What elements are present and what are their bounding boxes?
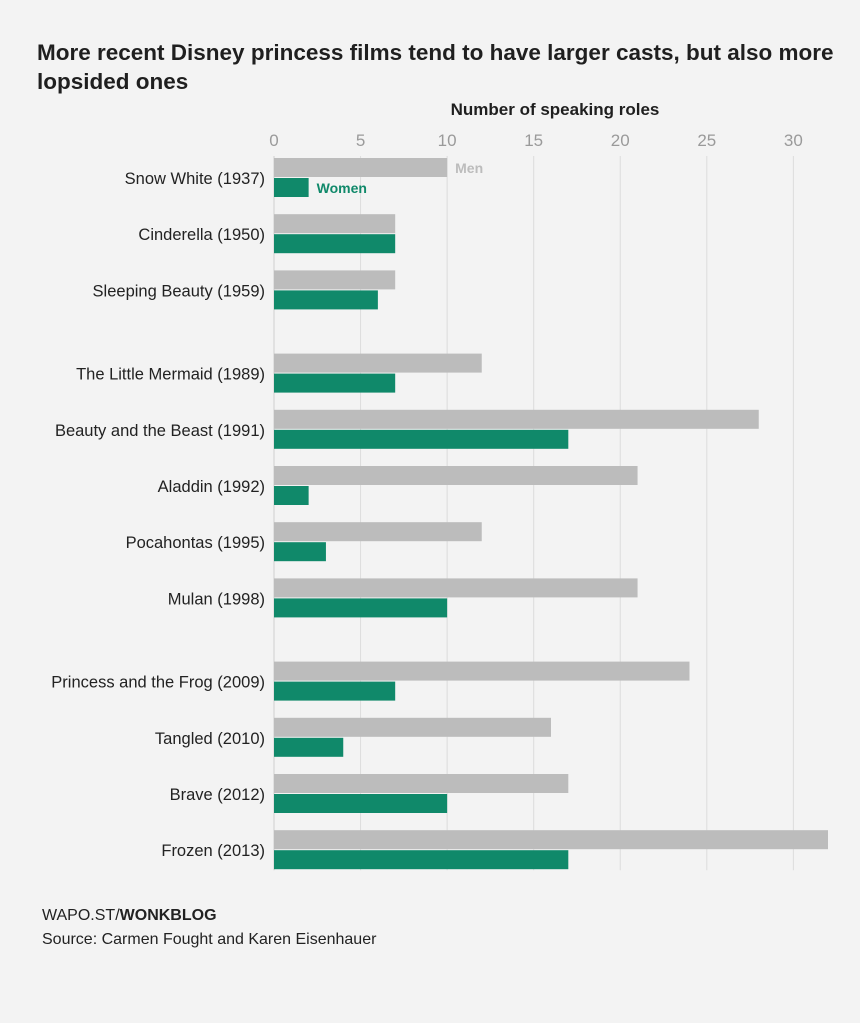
bar-women	[274, 681, 396, 701]
gridlines	[273, 156, 794, 871]
bar-women	[274, 429, 569, 449]
category-label: Frozen (2013)	[161, 842, 265, 860]
bar-women	[274, 850, 569, 870]
series-labels: Men Women	[317, 160, 484, 196]
category-label: Beauty and the Beast (1991)	[55, 422, 265, 440]
x-axis-ticks: 0 5 10 15 20 25 30	[269, 131, 803, 150]
category-label: Sleeping Beauty (1959)	[93, 282, 265, 300]
category-label: Snow White (1937)	[125, 170, 265, 188]
bar-women	[274, 542, 326, 562]
bar-women	[274, 234, 396, 254]
bar-men	[274, 466, 638, 485]
category-label: The Little Mermaid (1989)	[76, 366, 265, 384]
bar-women	[274, 737, 344, 757]
bar-women	[274, 373, 396, 393]
category-labels: Snow White (1937) Cinderella (1950) Sleepi…	[51, 170, 265, 860]
x-tick-label: 15	[524, 131, 543, 150]
footer: WAPO.ST/WONKBLOG Source: Carmen Fought a…	[42, 904, 376, 952]
bar-women	[274, 598, 448, 618]
chart-title: More recent Disney princess films tend t…	[37, 40, 834, 94]
category-label: Cinderella (1950)	[138, 226, 265, 244]
x-tick-label: 25	[697, 131, 716, 150]
category-label: Brave (2012)	[170, 786, 265, 804]
x-tick-label: 20	[611, 131, 630, 150]
bar-men	[274, 353, 482, 373]
bar-men	[274, 578, 638, 598]
series-label-women: Women	[317, 180, 367, 196]
bar-men	[274, 661, 690, 681]
source-note: Source: Carmen Fought and Karen Eisenhau…	[42, 931, 377, 948]
bar-men	[274, 270, 396, 290]
bar-men	[274, 522, 482, 542]
bar-men	[274, 717, 551, 737]
bar-men	[274, 214, 396, 234]
brand-name: WONKBLOG	[119, 907, 217, 924]
x-tick-label: 10	[438, 131, 457, 150]
x-tick-label: 30	[784, 131, 803, 150]
brand-credit[interactable]: WAPO.ST/WONKBLOG	[42, 904, 376, 928]
bar-women	[274, 178, 309, 197]
bar-women	[274, 486, 309, 505]
category-label: Pocahontas (1995)	[126, 534, 265, 552]
category-label: Princess and the Frog (2009)	[51, 674, 265, 692]
bar-women	[274, 290, 378, 310]
bar-men	[274, 409, 759, 429]
bar-men	[274, 774, 569, 793]
bar-men	[274, 830, 828, 850]
brand-prefix: WAPO.ST/	[42, 907, 120, 924]
category-label: Aladdin (1992)	[158, 478, 265, 496]
x-tick-label: 0	[269, 131, 278, 150]
bar-women	[274, 794, 448, 813]
bars	[274, 158, 828, 870]
category-label: Mulan (1998)	[168, 590, 265, 608]
category-label: Tangled (2010)	[155, 730, 265, 748]
bar-men	[274, 158, 448, 177]
x-tick-label: 5	[356, 131, 365, 150]
series-label-men: Men	[455, 160, 483, 176]
x-axis-label: Number of speaking roles	[451, 100, 660, 119]
